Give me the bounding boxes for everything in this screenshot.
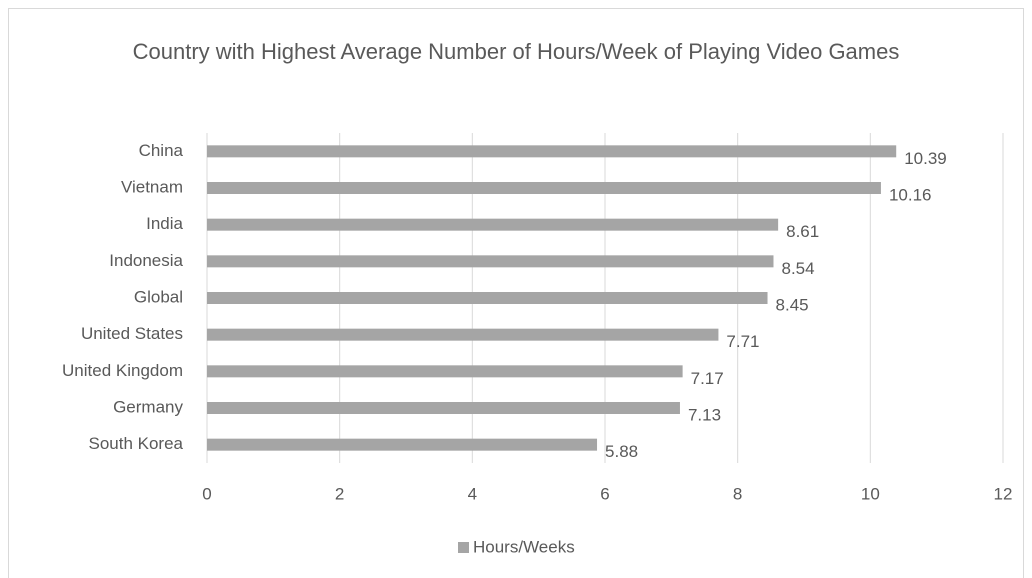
legend-swatch [458,542,469,553]
y-tick-label: United States [81,324,183,343]
bar [207,402,680,414]
data-label: 7.71 [726,332,759,351]
data-label: 5.88 [605,442,638,461]
y-tick-label: Vietnam [121,177,183,196]
bar [207,365,683,378]
bar [207,145,897,158]
bar [207,438,598,451]
data-label: 8.45 [776,295,809,314]
data-label: 8.54 [781,259,814,278]
data-label: 10.16 [889,185,932,204]
data-label: 8.61 [786,222,819,241]
bar [207,182,881,194]
x-tick-label: 0 [202,484,211,503]
x-tick-label: 8 [733,484,742,503]
bar [207,218,779,231]
y-tick-label: Indonesia [109,251,183,270]
y-tick-label: South Korea [88,434,183,453]
x-tick-label: 6 [600,484,609,503]
bar [207,292,768,304]
y-tick-label: Germany [113,397,183,416]
data-label: 7.17 [691,369,724,388]
bar [207,328,719,341]
x-tick-label: 10 [861,484,880,503]
chart-title: Country with Highest Average Number of H… [132,39,900,64]
bar [207,255,774,268]
y-tick-label: China [139,141,184,160]
y-tick-label: Global [134,287,183,306]
y-tick-label: United Kingdom [62,361,183,380]
data-label: 10.39 [904,149,947,168]
data-label: 7.13 [688,405,721,424]
chart-border [8,8,1024,578]
y-tick-label: India [146,214,183,233]
x-tick-label: 4 [468,484,477,503]
x-tick-label: 2 [335,484,344,503]
legend-label: Hours/Weeks [473,537,575,556]
x-tick-label: 12 [994,484,1013,503]
